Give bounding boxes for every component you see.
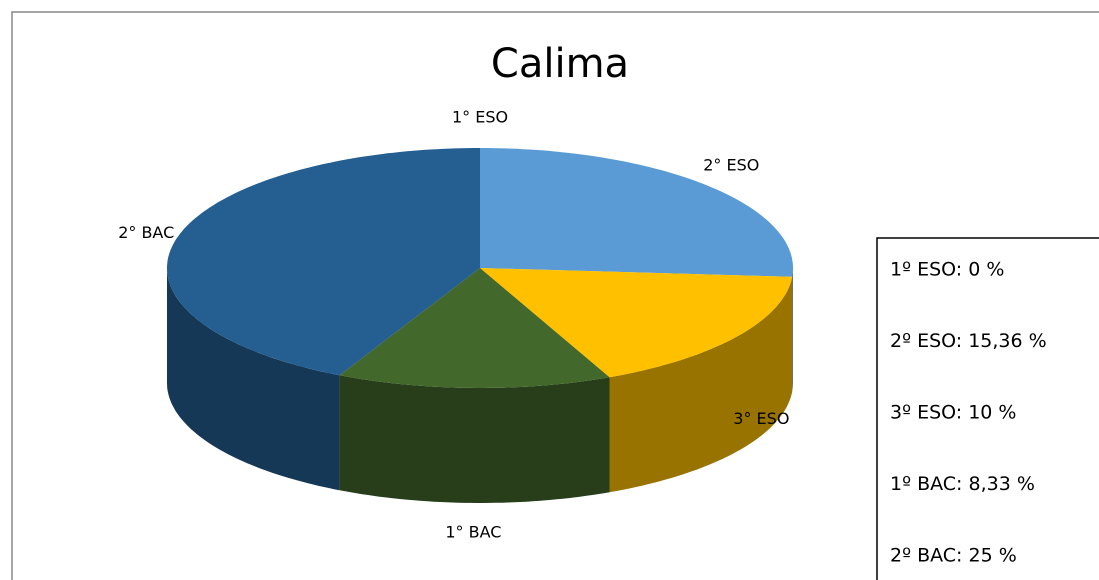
slice: [339, 268, 610, 388]
slice: [167, 148, 480, 376]
slice-side: [792, 268, 793, 392]
pie: 1° ESO 2° ESO 3° ESO 1° BAC 2° BAC: [118, 108, 793, 541]
slice-label: 2° BAC: [118, 223, 174, 242]
legend-entry: 1º BAC: 8,33 %: [890, 473, 1035, 495]
legend-entry: 1º ESO: 0 %: [890, 259, 1004, 281]
slice-side: [167, 268, 340, 491]
legend-box: [876, 237, 1099, 580]
slice-label: 1° BAC: [445, 522, 501, 541]
slice-label: 2° ESO: [703, 155, 759, 174]
slice: [480, 268, 793, 378]
slice-label: 3° ESO: [733, 409, 789, 428]
legend: 1º ESO: 0 % 2º ESO: 15,36 % 3º ESO: 10 % 1º…: [890, 259, 1047, 567]
legend-entry: 3º ESO: 10 %: [890, 402, 1016, 424]
chart-title: Calima: [491, 41, 629, 87]
slice-label: 1° ESO: [452, 108, 508, 127]
slice-side: [339, 375, 610, 503]
legend-entry: 2º BAC: 25 %: [890, 545, 1017, 567]
slice-side: [609, 276, 793, 493]
slice: [480, 148, 793, 277]
legend-entry: 2º ESO: 15,36 %: [890, 330, 1047, 352]
